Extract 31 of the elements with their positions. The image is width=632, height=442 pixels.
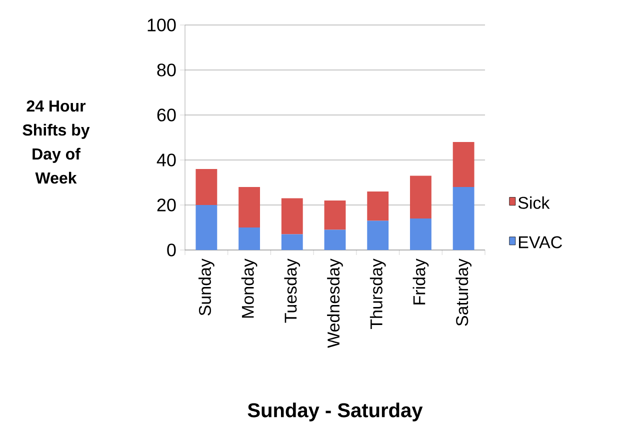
bar <box>238 187 260 228</box>
x-tick-label: Thursday <box>370 258 386 330</box>
bar <box>410 176 432 218</box>
bar <box>452 142 474 187</box>
y-axis-title: 24 Hour Shifts by Day of Week <box>22 100 90 184</box>
bar <box>410 218 432 250</box>
x-tick-label: Wednesday <box>327 258 343 348</box>
y-tick-label: 0 <box>167 244 176 256</box>
bar <box>367 220 389 250</box>
y-tick-label: 100 <box>148 18 176 32</box>
bar <box>324 230 346 250</box>
x-tick-label: Saturday <box>456 258 472 326</box>
y-tick-label: 60 <box>157 108 176 122</box>
bar <box>367 192 389 221</box>
x-tick-label: Tuesday <box>284 258 300 323</box>
x-tick-label: Monday <box>241 258 258 318</box>
bar <box>196 169 218 205</box>
bar <box>196 205 218 250</box>
bar <box>281 234 303 250</box>
bar <box>324 200 346 230</box>
y-tick-label: 20 <box>157 198 176 212</box>
bar <box>281 198 303 234</box>
legend-label: EVAC <box>518 236 562 248</box>
bar <box>452 187 474 250</box>
bar <box>238 228 260 250</box>
legend-label: Sick <box>518 196 550 209</box>
x-tick-label: Friday <box>412 258 429 304</box>
x-tick-label: Sunday <box>198 258 214 316</box>
y-tick-label: 40 <box>156 154 176 166</box>
x-axis-title: Sunday - Saturday <box>248 402 423 422</box>
y-tick-label: 80 <box>157 64 176 76</box>
